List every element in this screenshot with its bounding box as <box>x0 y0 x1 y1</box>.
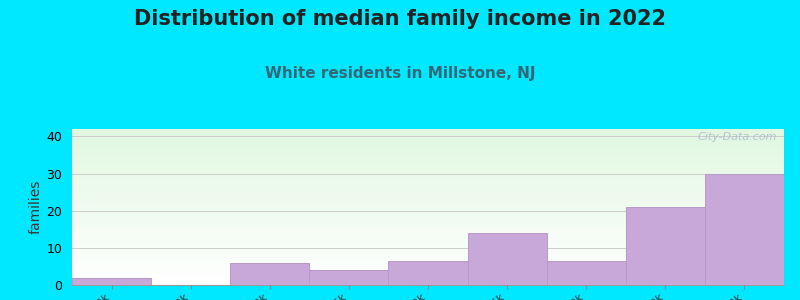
Text: City-Data.com: City-Data.com <box>698 132 777 142</box>
Bar <box>72 278 151 285</box>
Bar <box>230 263 310 285</box>
Bar <box>389 261 467 285</box>
Bar <box>310 270 389 285</box>
Y-axis label: families: families <box>28 180 42 234</box>
Bar <box>705 174 784 285</box>
Bar <box>546 261 626 285</box>
Text: White residents in Millstone, NJ: White residents in Millstone, NJ <box>265 66 535 81</box>
Text: Distribution of median family income in 2022: Distribution of median family income in … <box>134 9 666 29</box>
Bar <box>467 233 546 285</box>
Bar <box>626 207 705 285</box>
